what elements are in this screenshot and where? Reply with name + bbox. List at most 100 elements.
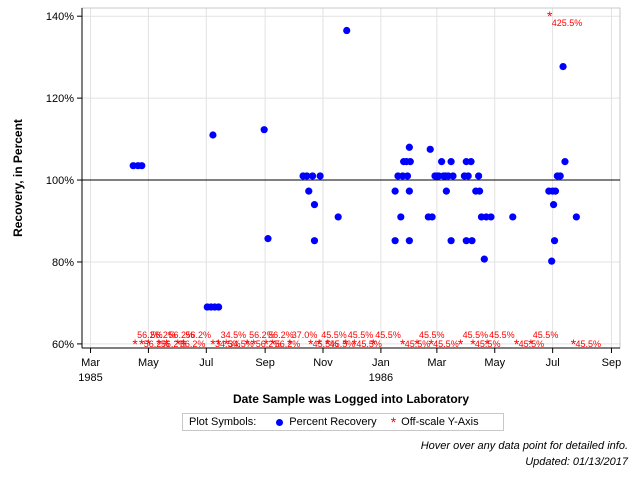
- off-scale-label: 56.2%: [144, 339, 170, 349]
- recovery-point: [468, 237, 476, 245]
- x-axis-title: Date Sample was Logged into Laboratory: [233, 392, 469, 406]
- recovery-point: [556, 172, 564, 180]
- off-scale-label: 56.2%: [268, 330, 294, 340]
- y-axis-title: Recovery, in Percent: [11, 119, 25, 237]
- legend-off-scale: Off-scale Y-Axis: [401, 416, 479, 428]
- chart-legend: Plot Symbols: Percent Recovery * Off-sca…: [182, 413, 504, 431]
- off-scale-point: *: [156, 336, 162, 352]
- off-scale-label: 37.0%: [292, 330, 318, 340]
- off-scale-label: 45.5%: [375, 330, 401, 340]
- x-tick-label: Mar: [427, 357, 446, 369]
- off-scale-label: 56.2%: [275, 339, 301, 349]
- recovery-point: [462, 237, 470, 245]
- recovery-point: [405, 187, 413, 195]
- off-scale-label: 45.5%: [419, 330, 445, 340]
- off-scale-point: *: [316, 336, 322, 352]
- off-scale-label: 45.5%: [463, 330, 489, 340]
- recovery-point: [559, 62, 567, 71]
- off-scale-point: *: [514, 336, 520, 352]
- recovery-point: [310, 201, 319, 209]
- x-tick-label: Jan: [372, 357, 390, 369]
- off-scale-label: 45.5%: [533, 330, 559, 340]
- recovery-point: [303, 172, 311, 180]
- off-scale-label: 45.5%: [313, 339, 339, 349]
- off-scale-point: *: [325, 336, 331, 352]
- recovery-point: [561, 158, 569, 166]
- off-scale-point: *: [371, 336, 377, 352]
- y-tick-label: 80%: [52, 257, 74, 269]
- recovery-point: [426, 145, 434, 153]
- recovery-point: [209, 131, 217, 139]
- off-scale-label: 45.5%: [489, 330, 515, 340]
- x-tick-label: Sep: [602, 357, 622, 369]
- recovery-point: [428, 213, 436, 221]
- recovery-point: [310, 237, 319, 245]
- legend-percent-recovery: Percent Recovery: [289, 416, 377, 428]
- x-tick-year-label: 1986: [369, 372, 393, 384]
- recovery-point: [405, 143, 413, 151]
- off-scale-label: 34.5%: [221, 330, 247, 340]
- recovery-point: [438, 158, 446, 166]
- recovery-point: [509, 213, 517, 221]
- off-scale-label: 56.2%: [249, 330, 275, 340]
- off-scale-label: 56.2%: [168, 330, 194, 340]
- off-scale-label: 56.2%: [161, 339, 187, 349]
- recovery-point: [406, 158, 414, 166]
- recovery-point: [397, 213, 405, 221]
- off-scale-point: *: [132, 336, 138, 352]
- axes-layer: 60% 80% 100% 120% 140% Mar 1985 May Jul Sep Nov Jan…: [46, 8, 621, 384]
- recovery-point: [548, 257, 556, 265]
- off-scale-label: 45.5%: [356, 339, 382, 349]
- off-scale-label: 56.2%: [180, 339, 206, 349]
- off-scale-label: 45.5%: [576, 339, 602, 349]
- recovery-point: [449, 172, 457, 180]
- x-tick-label: Sep: [255, 357, 275, 369]
- off-scale-label: 45.5%: [321, 330, 347, 340]
- recovery-point: [405, 237, 413, 245]
- recovery-point: [403, 172, 412, 180]
- off-scale-label: 34.5%: [215, 339, 241, 349]
- off-scale-point: *: [343, 336, 349, 352]
- off-scale-point: *: [308, 336, 314, 352]
- updated-note: Updated: 01/13/2017: [525, 456, 628, 468]
- off-scale-label: 56.2%: [186, 330, 212, 340]
- marks-layer: *56.2%* 56.2%*56.2%* 56.2%*56.2%* 56.2%*56.…: [129, 8, 602, 352]
- x-tick-label: Nov: [313, 357, 333, 369]
- recovery-point: [264, 235, 272, 243]
- off-scale-point: *: [287, 336, 293, 352]
- off-scale-label: 56.2%: [150, 330, 176, 340]
- off-scale-label: 45.5%: [433, 339, 459, 349]
- y-tick-label: 140%: [46, 11, 74, 23]
- off-scale-label: 45.5%: [330, 339, 356, 349]
- recovery-point: [316, 172, 324, 180]
- recovery-point: [467, 158, 475, 166]
- off-scale-point: *: [251, 336, 257, 352]
- y-tick-label: 100%: [46, 175, 74, 187]
- off-scale-point: *: [263, 336, 269, 352]
- off-scale-point: *: [547, 8, 553, 24]
- off-scale-point: *: [223, 336, 229, 352]
- recovery-point: [442, 187, 450, 195]
- off-scale-point: *: [400, 336, 406, 352]
- recovery-point: [308, 172, 317, 180]
- off-scale-point: *: [244, 336, 250, 352]
- off-scale-asterisk-icon: *: [390, 414, 397, 430]
- off-scale-point: *: [470, 336, 476, 352]
- x-tick-label: Jul: [199, 357, 213, 369]
- off-scale-label: 34.5%: [228, 339, 254, 349]
- x-tick-label: Jul: [546, 357, 560, 369]
- off-scale-point: *: [484, 336, 490, 352]
- off-scale-point: *: [528, 336, 534, 352]
- off-scale-point: *: [210, 336, 216, 352]
- off-scale-label: 45.5%: [475, 339, 501, 349]
- recovery-point: [447, 158, 455, 166]
- off-scale-label: 56.2%: [256, 339, 282, 349]
- recovery-point: [391, 237, 399, 245]
- off-scale-point: *: [458, 336, 464, 352]
- recovery-point: [572, 213, 580, 221]
- x-tick-year-label: 1985: [78, 372, 102, 384]
- off-scale-label: 56.2%: [137, 330, 163, 340]
- recovery-point: [464, 172, 472, 180]
- legend-title: Plot Symbols:: [189, 416, 257, 428]
